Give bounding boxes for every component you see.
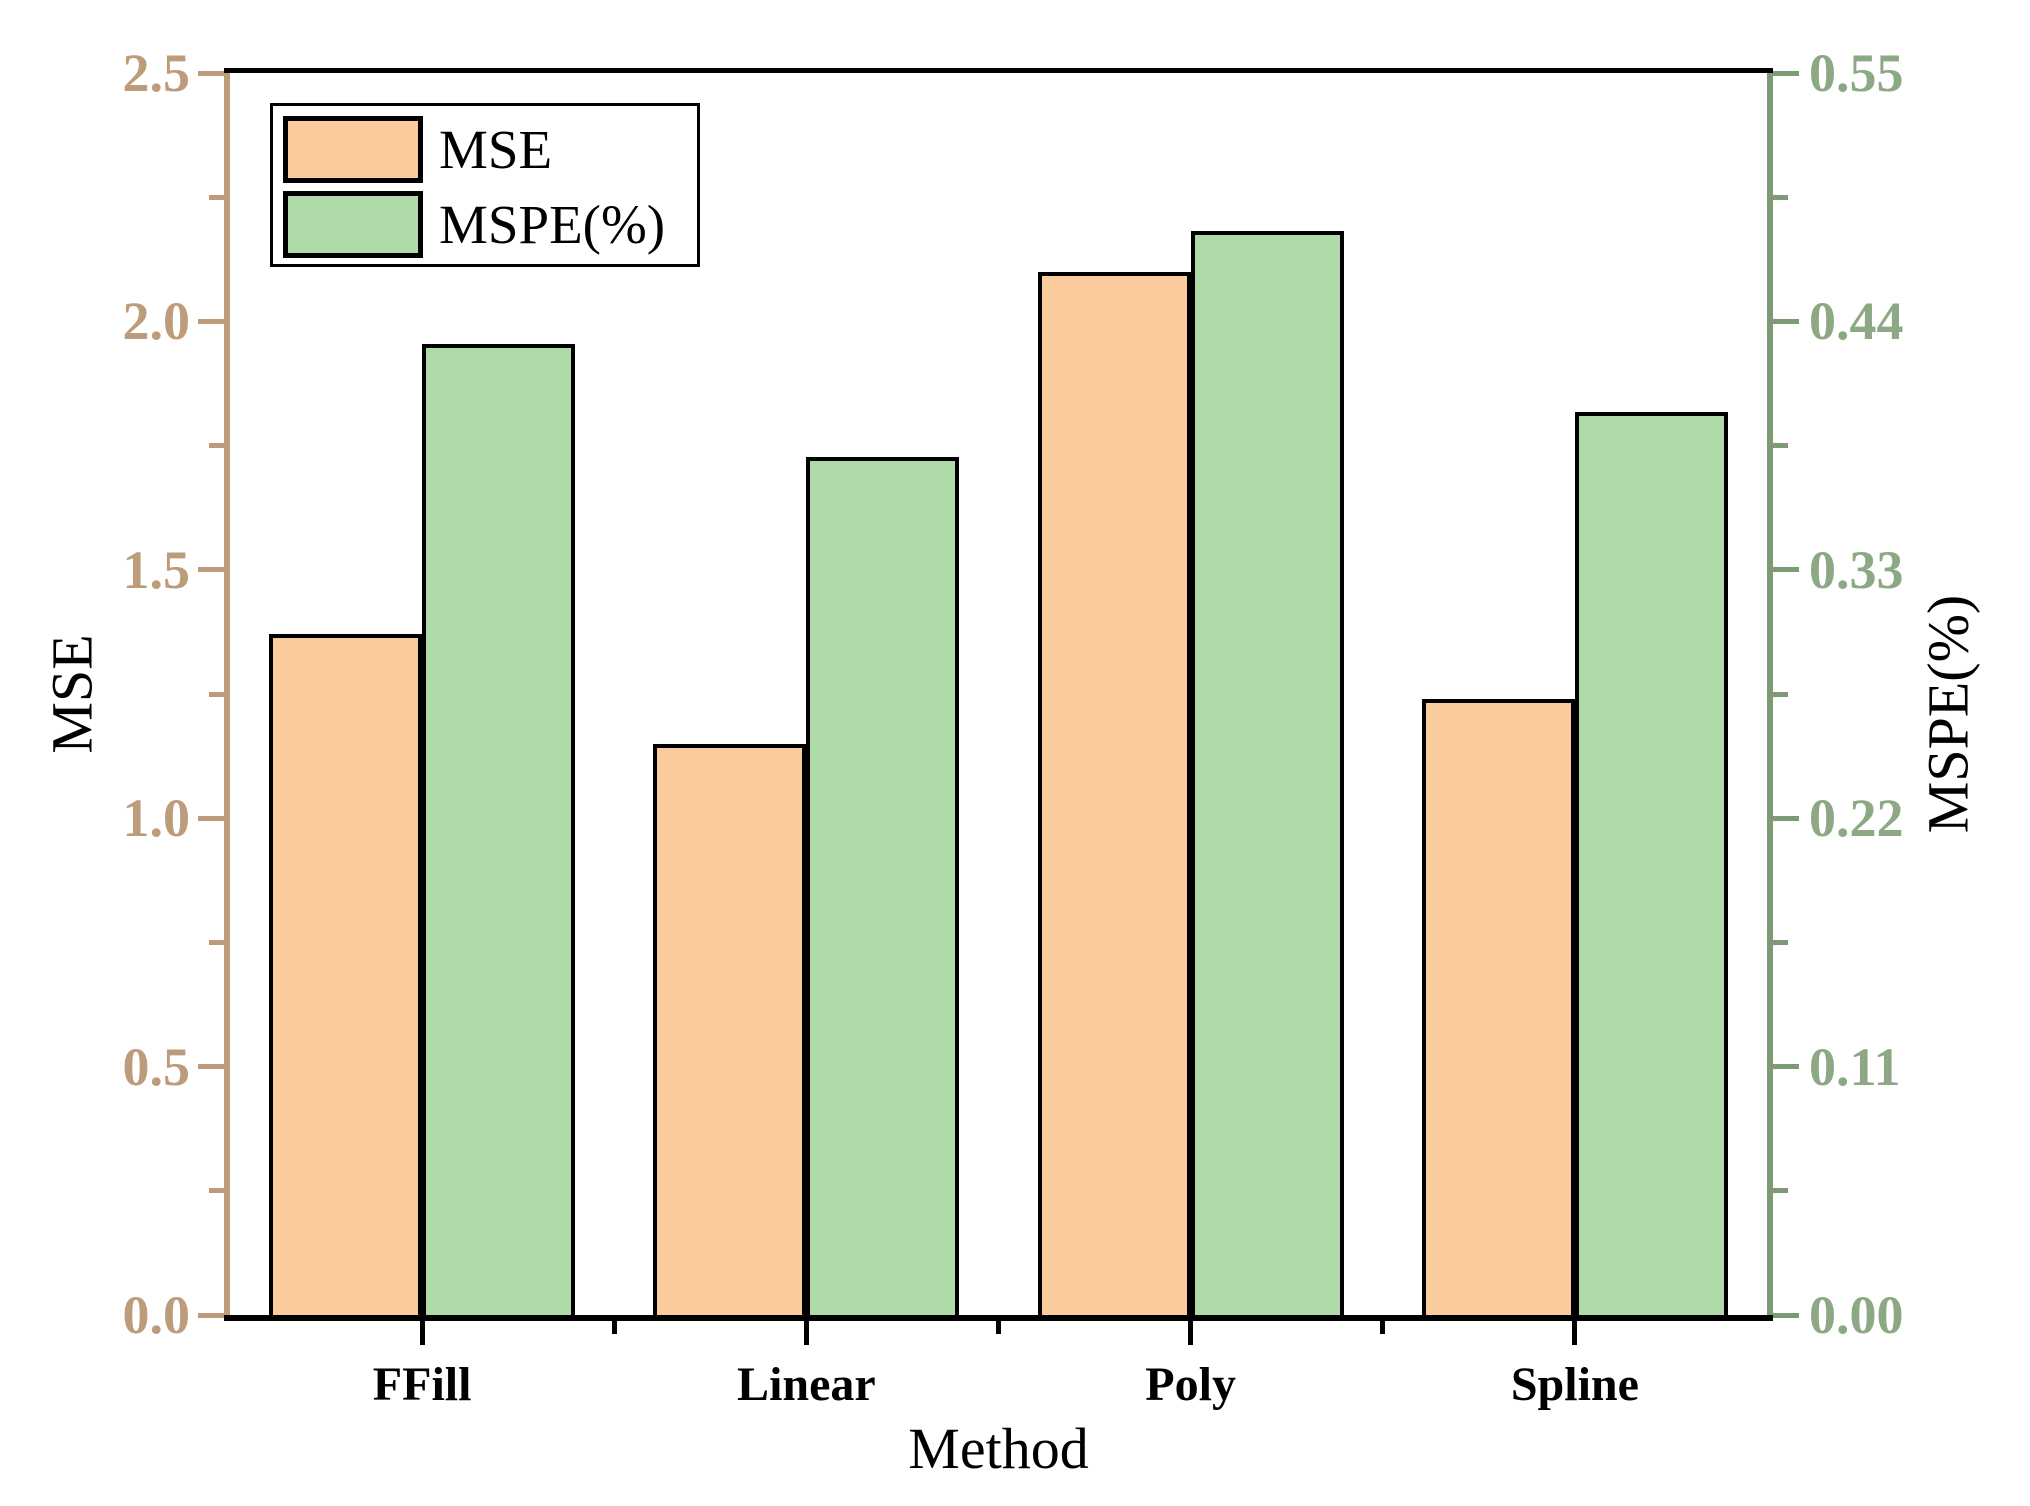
right-tick-label: 0.33 [1809,539,1904,600]
legend-swatch-mspe [283,191,423,258]
x-category-label-linear: Linear [737,1358,876,1411]
top-spine [224,68,1773,73]
right-tick-label: 0.11 [1809,1036,1901,1097]
right-tick-label: 0.00 [1809,1285,1904,1345]
x-tick-spline [1572,1321,1578,1345]
right-minor-tick [1773,691,1788,697]
right-tick-label: 0.22 [1809,788,1904,849]
x-axis-title: Method [908,1416,1089,1481]
bar-linear-mspe [806,456,960,1319]
left-minor-tick [209,939,224,945]
legend-row-mspe: MSPE(%) [283,191,697,258]
bar-spline-mspe [1574,411,1728,1319]
left-tick-label: 1.0 [122,788,191,849]
left-major-tick [198,567,224,573]
bottom-spine [224,1315,1773,1321]
x-category-label-ffill: FFill [372,1358,472,1411]
left-minor-tick [209,691,224,697]
x-tick-linear [803,1321,809,1345]
left-major-tick [198,318,224,324]
left-tick-label: 2.0 [122,291,191,352]
right-minor-tick [1773,1188,1788,1194]
x-boundary-tick [611,1321,617,1334]
legend-swatch-mse [283,116,423,183]
left-major-tick [198,70,224,76]
right-tick-label: 0.55 [1809,43,1904,103]
left-major-tick [198,1312,224,1318]
x-tick-ffill [419,1321,425,1345]
bar-spline-mse [1421,698,1575,1319]
right-major-tick [1773,1312,1799,1318]
left-tick-label: 1.5 [122,539,191,600]
left-axis-title: MSE [39,634,105,754]
right-tick-label: 0.44 [1809,291,1904,352]
right-major-tick [1773,70,1799,76]
legend-row-mse: MSE [283,116,697,183]
left-spine [224,68,230,1321]
legend-label-mse: MSE [439,119,553,180]
right-major-tick [1773,1064,1799,1070]
bar-poly-mse [1037,271,1191,1319]
left-minor-tick [209,1188,224,1194]
right-minor-tick [1773,443,1788,449]
bar-linear-mse [653,743,807,1319]
left-major-tick [198,815,224,821]
legend: MSE MSPE(%) [270,103,700,267]
right-spine [1767,68,1773,1321]
bar-ffill-mspe [422,343,576,1319]
left-major-tick [198,1064,224,1070]
left-tick-label: 2.5 [122,43,191,103]
left-tick-label: 0.5 [122,1036,191,1097]
bar-poly-mspe [1190,231,1344,1319]
x-boundary-tick [996,1321,1001,1334]
right-major-tick [1773,318,1799,324]
x-boundary-tick [1380,1321,1386,1334]
right-minor-tick [1773,939,1788,945]
x-tick-poly [1188,1321,1194,1345]
right-major-tick [1773,815,1799,821]
x-category-label-poly: Poly [1145,1358,1236,1411]
bar-ffill-mse [269,634,423,1319]
legend-label-mspe: MSPE(%) [439,194,666,255]
left-minor-tick [209,194,224,200]
x-category-label-spline: Spline [1510,1358,1639,1411]
left-tick-label: 0.0 [122,1285,191,1345]
right-minor-tick [1773,194,1788,200]
left-minor-tick [209,443,224,449]
right-major-tick [1773,567,1799,573]
